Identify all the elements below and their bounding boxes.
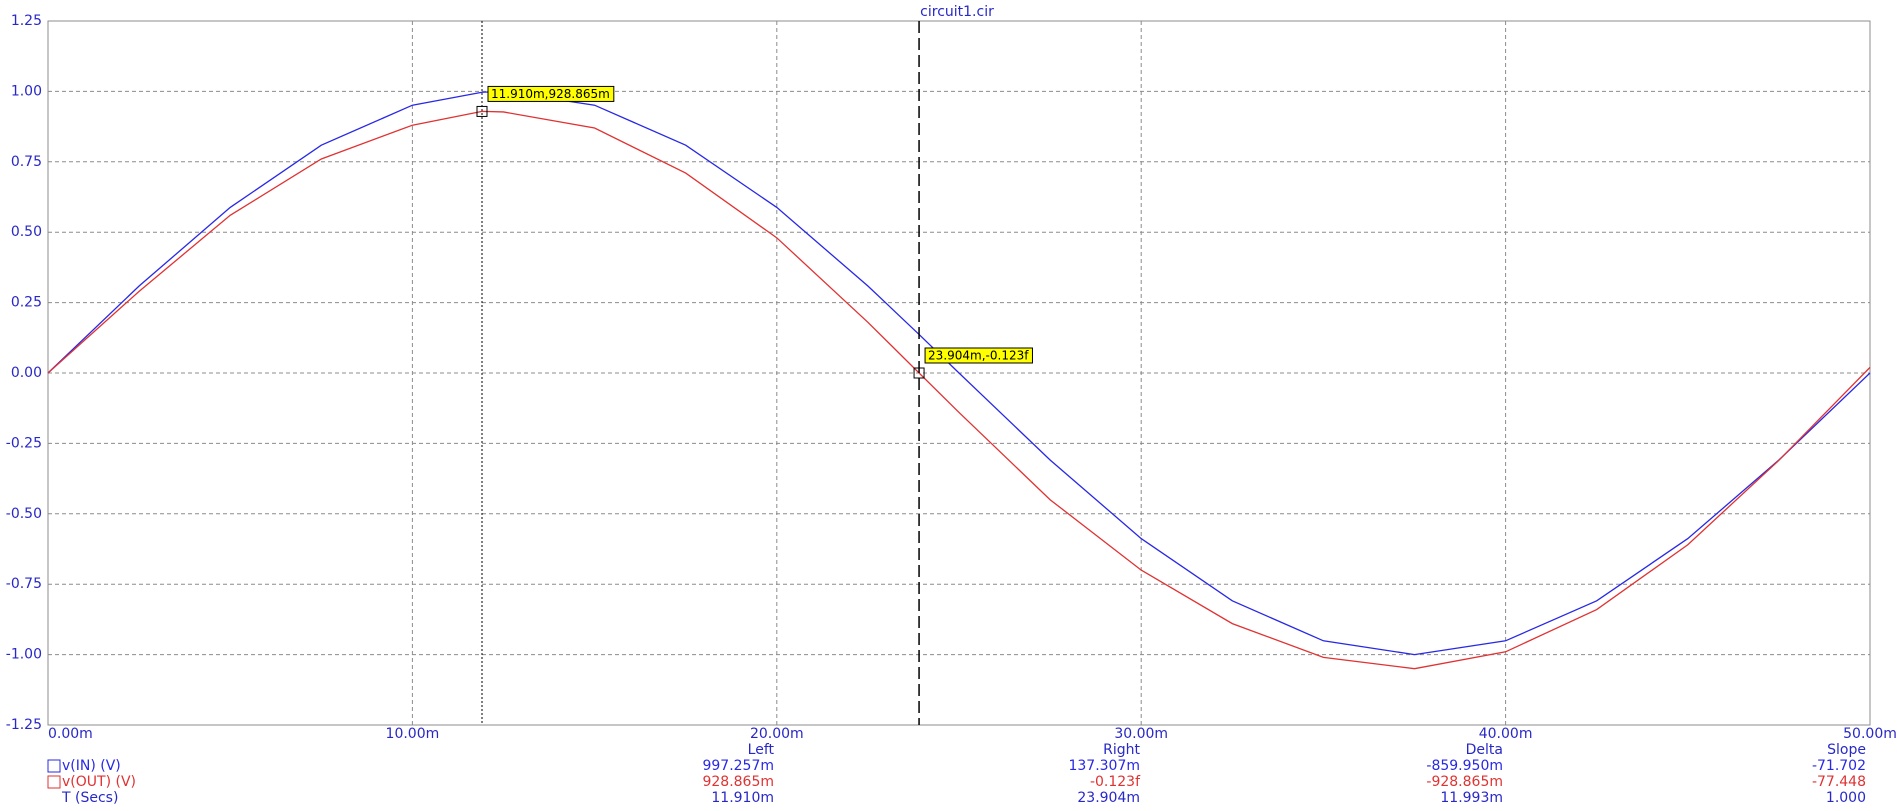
table-header: Left: [748, 742, 775, 758]
table-cell: -859.950m: [1426, 758, 1503, 774]
table-header: Delta: [1466, 742, 1503, 758]
cursor-label-box: [924, 347, 1033, 364]
y-tick-label: 1.25: [11, 13, 42, 29]
x-tick-label: 20.00m: [750, 726, 804, 742]
x-tick-label: 30.00m: [1114, 726, 1168, 742]
y-tick-label: 1.00: [11, 83, 42, 99]
x-tick-label: 50.00m: [1843, 726, 1897, 742]
chart-title: circuit1.cir: [920, 4, 994, 20]
legend-swatch: [47, 775, 61, 789]
y-tick-label: 0.25: [11, 295, 42, 311]
table-cell: 11.993m: [1440, 790, 1503, 806]
table-cell: -71.702: [1812, 758, 1866, 774]
cursor-label-box: [487, 85, 615, 102]
legend-entry: v(IN) (V): [62, 758, 121, 774]
y-tick-label: -1.00: [6, 647, 42, 663]
table-cell: 997.257m: [702, 758, 774, 774]
cursor-marker: [913, 367, 925, 379]
cursor-marker: [476, 105, 488, 117]
y-tick-label: 0.50: [11, 224, 42, 240]
table-cell: -928.865m: [1426, 774, 1503, 790]
x-tick-label: 10.00m: [386, 726, 440, 742]
x-tick-label: 40.00m: [1479, 726, 1533, 742]
table-cell: 137.307m: [1068, 758, 1140, 774]
table-cell: 11.910m: [711, 790, 774, 806]
y-tick-label: -0.50: [6, 506, 42, 522]
series-line: [47, 110, 1871, 670]
legend-swatch: [47, 759, 61, 773]
legend-entry: T (Secs): [61, 790, 118, 806]
y-tick-label: 0.00: [11, 365, 42, 381]
table-cell: -0.123f: [1090, 774, 1141, 790]
cursor-label: 11.910m,928.865m: [491, 87, 610, 101]
table-cell: -77.448: [1812, 774, 1866, 790]
y-tick-label: 0.75: [11, 154, 42, 170]
x-tick-label: 0.00m: [48, 726, 93, 742]
table-cell: 1.000: [1826, 790, 1866, 806]
table-cell: 23.904m: [1077, 790, 1140, 806]
table-header: Right: [1103, 742, 1140, 758]
table-cell: 928.865m: [702, 774, 774, 790]
y-tick-label: -0.75: [6, 576, 42, 592]
cursor-label: 23.904m,-0.123f: [928, 349, 1029, 363]
table-header: Slope: [1827, 742, 1866, 758]
y-tick-label: -1.25: [6, 717, 42, 733]
legend-entry: v(OUT) (V): [62, 774, 136, 790]
y-tick-label: -0.25: [6, 435, 42, 451]
